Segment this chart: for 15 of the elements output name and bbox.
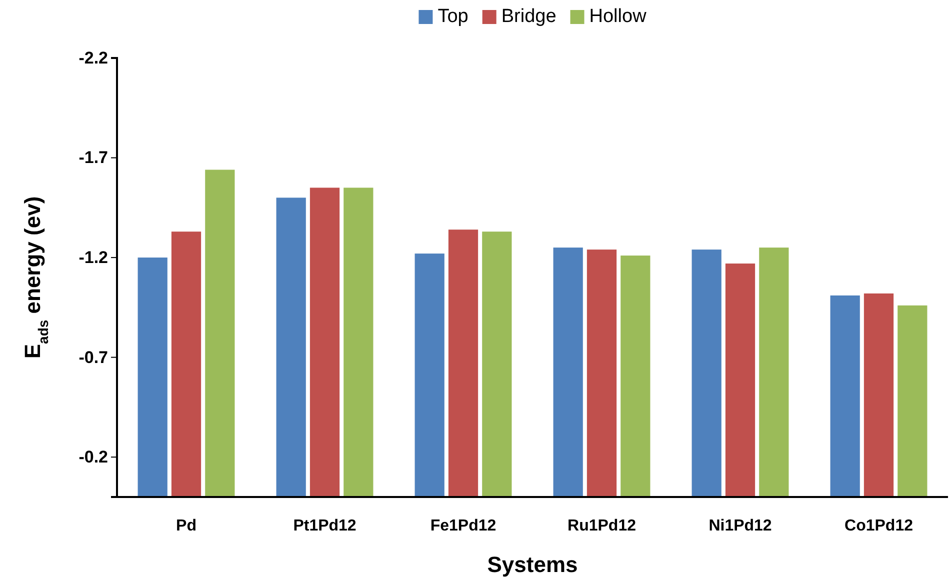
x-tick-label: Fe1Pd12 (430, 517, 496, 534)
x-axis-title: Systems (487, 552, 578, 577)
x-tick-label: Co1Pd12 (844, 517, 914, 534)
legend-label: Top (438, 6, 468, 27)
legend-label: Bridge (501, 6, 556, 27)
y-tick-label: -2.2 (78, 48, 108, 68)
x-tick-label: Ru1Pd12 (568, 517, 636, 534)
y-tick-label: -0.2 (78, 448, 108, 467)
x-tick-label: Ni1Pd12 (708, 517, 772, 534)
legend-label: Hollow (589, 6, 647, 27)
y-tick-label: -1.2 (78, 248, 108, 267)
y-tick-label: -1.7 (78, 148, 108, 168)
y-tick-label: -0.7 (78, 348, 108, 367)
x-tick-label: Pd (176, 517, 196, 534)
x-tick-label: Pt1Pd12 (293, 517, 356, 534)
